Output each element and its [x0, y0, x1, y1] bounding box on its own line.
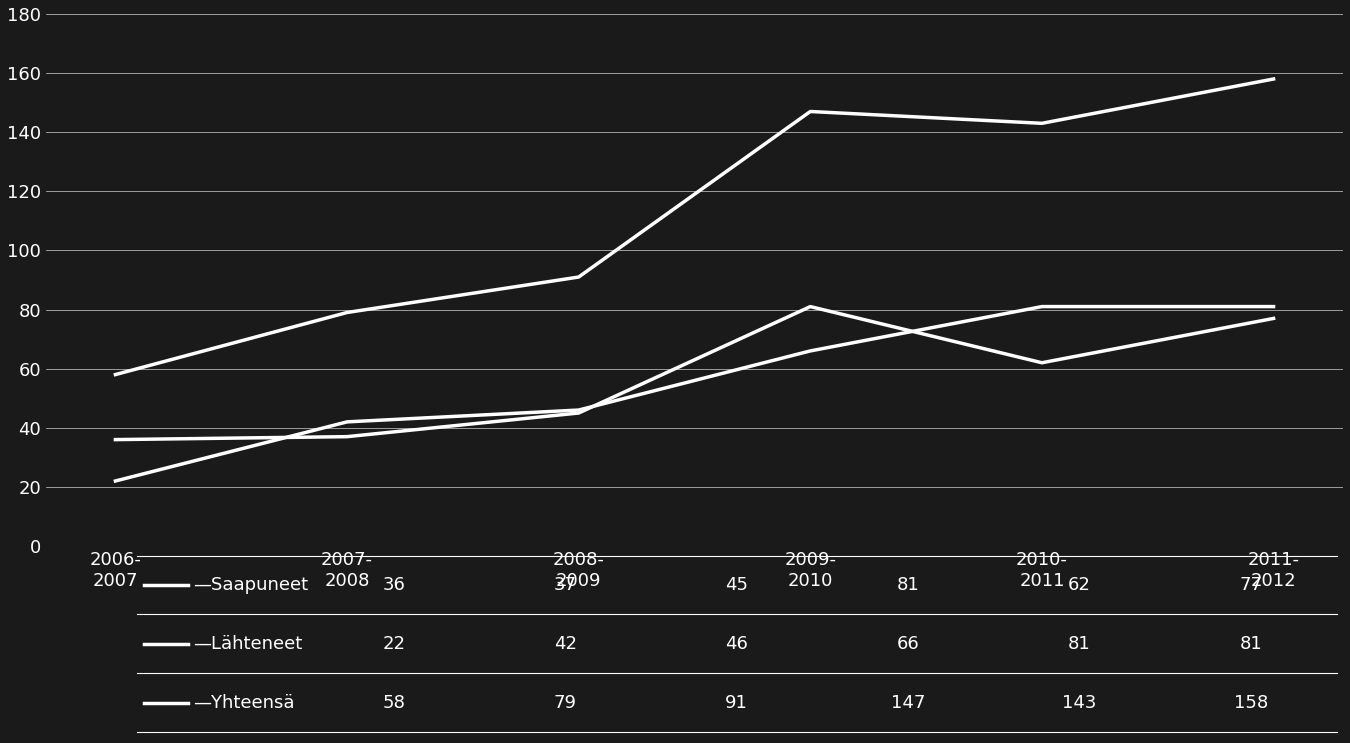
- Text: 158: 158: [1234, 694, 1268, 712]
- Text: 37: 37: [554, 576, 576, 594]
- Text: 62: 62: [1068, 576, 1091, 594]
- Text: 147: 147: [891, 694, 925, 712]
- Text: 45: 45: [725, 576, 748, 594]
- Text: 22: 22: [382, 635, 405, 653]
- Text: 58: 58: [382, 694, 405, 712]
- Text: 46: 46: [725, 635, 748, 653]
- Text: —Yhteensä: —Yhteensä: [193, 694, 294, 712]
- Text: 143: 143: [1062, 694, 1096, 712]
- Text: 81: 81: [1239, 635, 1262, 653]
- Text: 36: 36: [382, 576, 405, 594]
- Text: 81: 81: [1068, 635, 1091, 653]
- Text: —Lähteneet: —Lähteneet: [193, 635, 302, 653]
- Text: 77: 77: [1239, 576, 1262, 594]
- Text: 81: 81: [896, 576, 919, 594]
- Text: 91: 91: [725, 694, 748, 712]
- Text: 42: 42: [554, 635, 576, 653]
- Text: 66: 66: [896, 635, 919, 653]
- Text: —Saapuneet: —Saapuneet: [193, 576, 308, 594]
- Text: 79: 79: [554, 694, 576, 712]
